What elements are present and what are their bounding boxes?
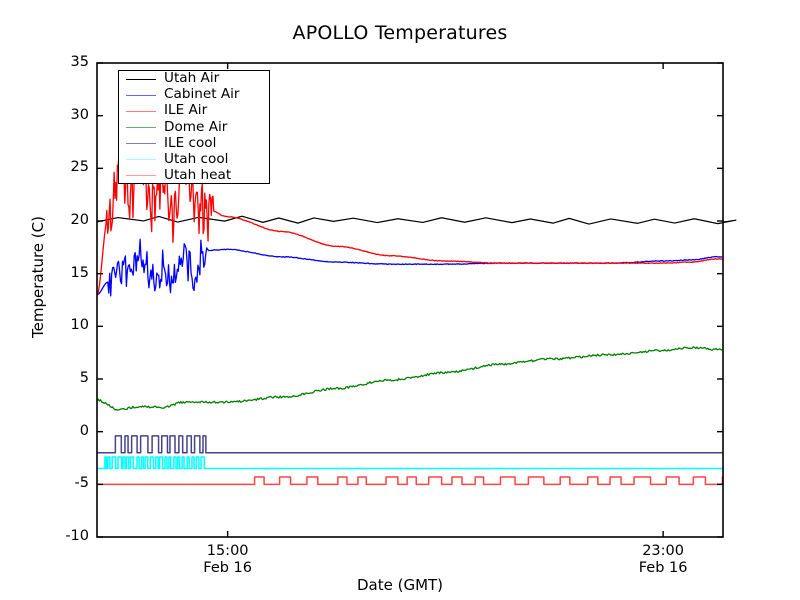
legend-color-swatch [126, 78, 156, 80]
y-axis-label: Temperature (C) [29, 216, 47, 338]
y-tick-label: 25 [70, 159, 89, 176]
x-axis-label: Date (GMT) [356, 576, 444, 594]
legend-item-label: Utah Air [164, 70, 220, 87]
series-ile-air [96, 143, 723, 296]
legend-item[interactable]: Cabinet Air [119, 87, 269, 103]
series-utah-air [96, 215, 737, 225]
legend-item[interactable]: Dome Air [119, 119, 269, 135]
y-tick-label: -10 [65, 528, 89, 544]
y-tick-label: 30 [70, 106, 89, 123]
legend-item-label: Utah cool [164, 150, 229, 167]
x-tick-date: Feb 16 [638, 560, 688, 576]
legend-item-label: ILE cool [164, 134, 217, 151]
series-ile-cool [97, 435, 723, 454]
axes-layer [96, 62, 724, 538]
x-tick-time: 23:00 [642, 543, 684, 559]
legend-item[interactable]: ILE Air [119, 103, 269, 119]
legend-item-label: ILE Air [164, 102, 208, 119]
legend-item-label: Dome Air [164, 118, 228, 135]
legend-item[interactable]: Utah heat [119, 168, 269, 184]
legend-item[interactable]: Utah Air [119, 71, 269, 87]
legend-color-swatch [126, 142, 156, 144]
x-tick-time: 15:00 [206, 543, 249, 559]
x-tick-label: 23:00 Feb 16 [608, 543, 718, 576]
y-tick-label: 15 [70, 264, 89, 281]
legend: Utah Air Cabinet Air ILE Air Dome Air ILE co… [118, 70, 270, 184]
legend-item[interactable]: Utah cool [119, 151, 269, 167]
x-tick-date: Feb 16 [203, 560, 252, 576]
series-dome-air [96, 346, 723, 411]
y-tick-label: 5 [79, 370, 89, 386]
legend-color-swatch [126, 110, 156, 112]
legend-item-label: Utah heat [164, 166, 232, 183]
series-layer [96, 143, 737, 486]
legend-item[interactable]: ILE cool [119, 135, 269, 151]
legend-item-label: Cabinet Air [164, 86, 240, 103]
y-tick-label: 35 [70, 54, 89, 70]
x-tick-label: 15:00 Feb 16 [173, 543, 283, 576]
y-tick-label: 20 [70, 212, 89, 228]
legend-color-swatch [126, 159, 156, 161]
y-tick-label: 0 [79, 422, 89, 439]
series-cabinet-air [96, 238, 723, 297]
chart-title: APOLLO Temperatures [292, 22, 508, 44]
series-utah-heat [97, 476, 724, 486]
y-tick-label: 10 [70, 317, 89, 334]
legend-color-swatch [126, 126, 156, 128]
y-tick-label: -5 [74, 475, 89, 492]
legend-color-swatch [126, 175, 156, 177]
series-utah-cool [97, 456, 723, 470]
legend-color-swatch [126, 94, 156, 96]
